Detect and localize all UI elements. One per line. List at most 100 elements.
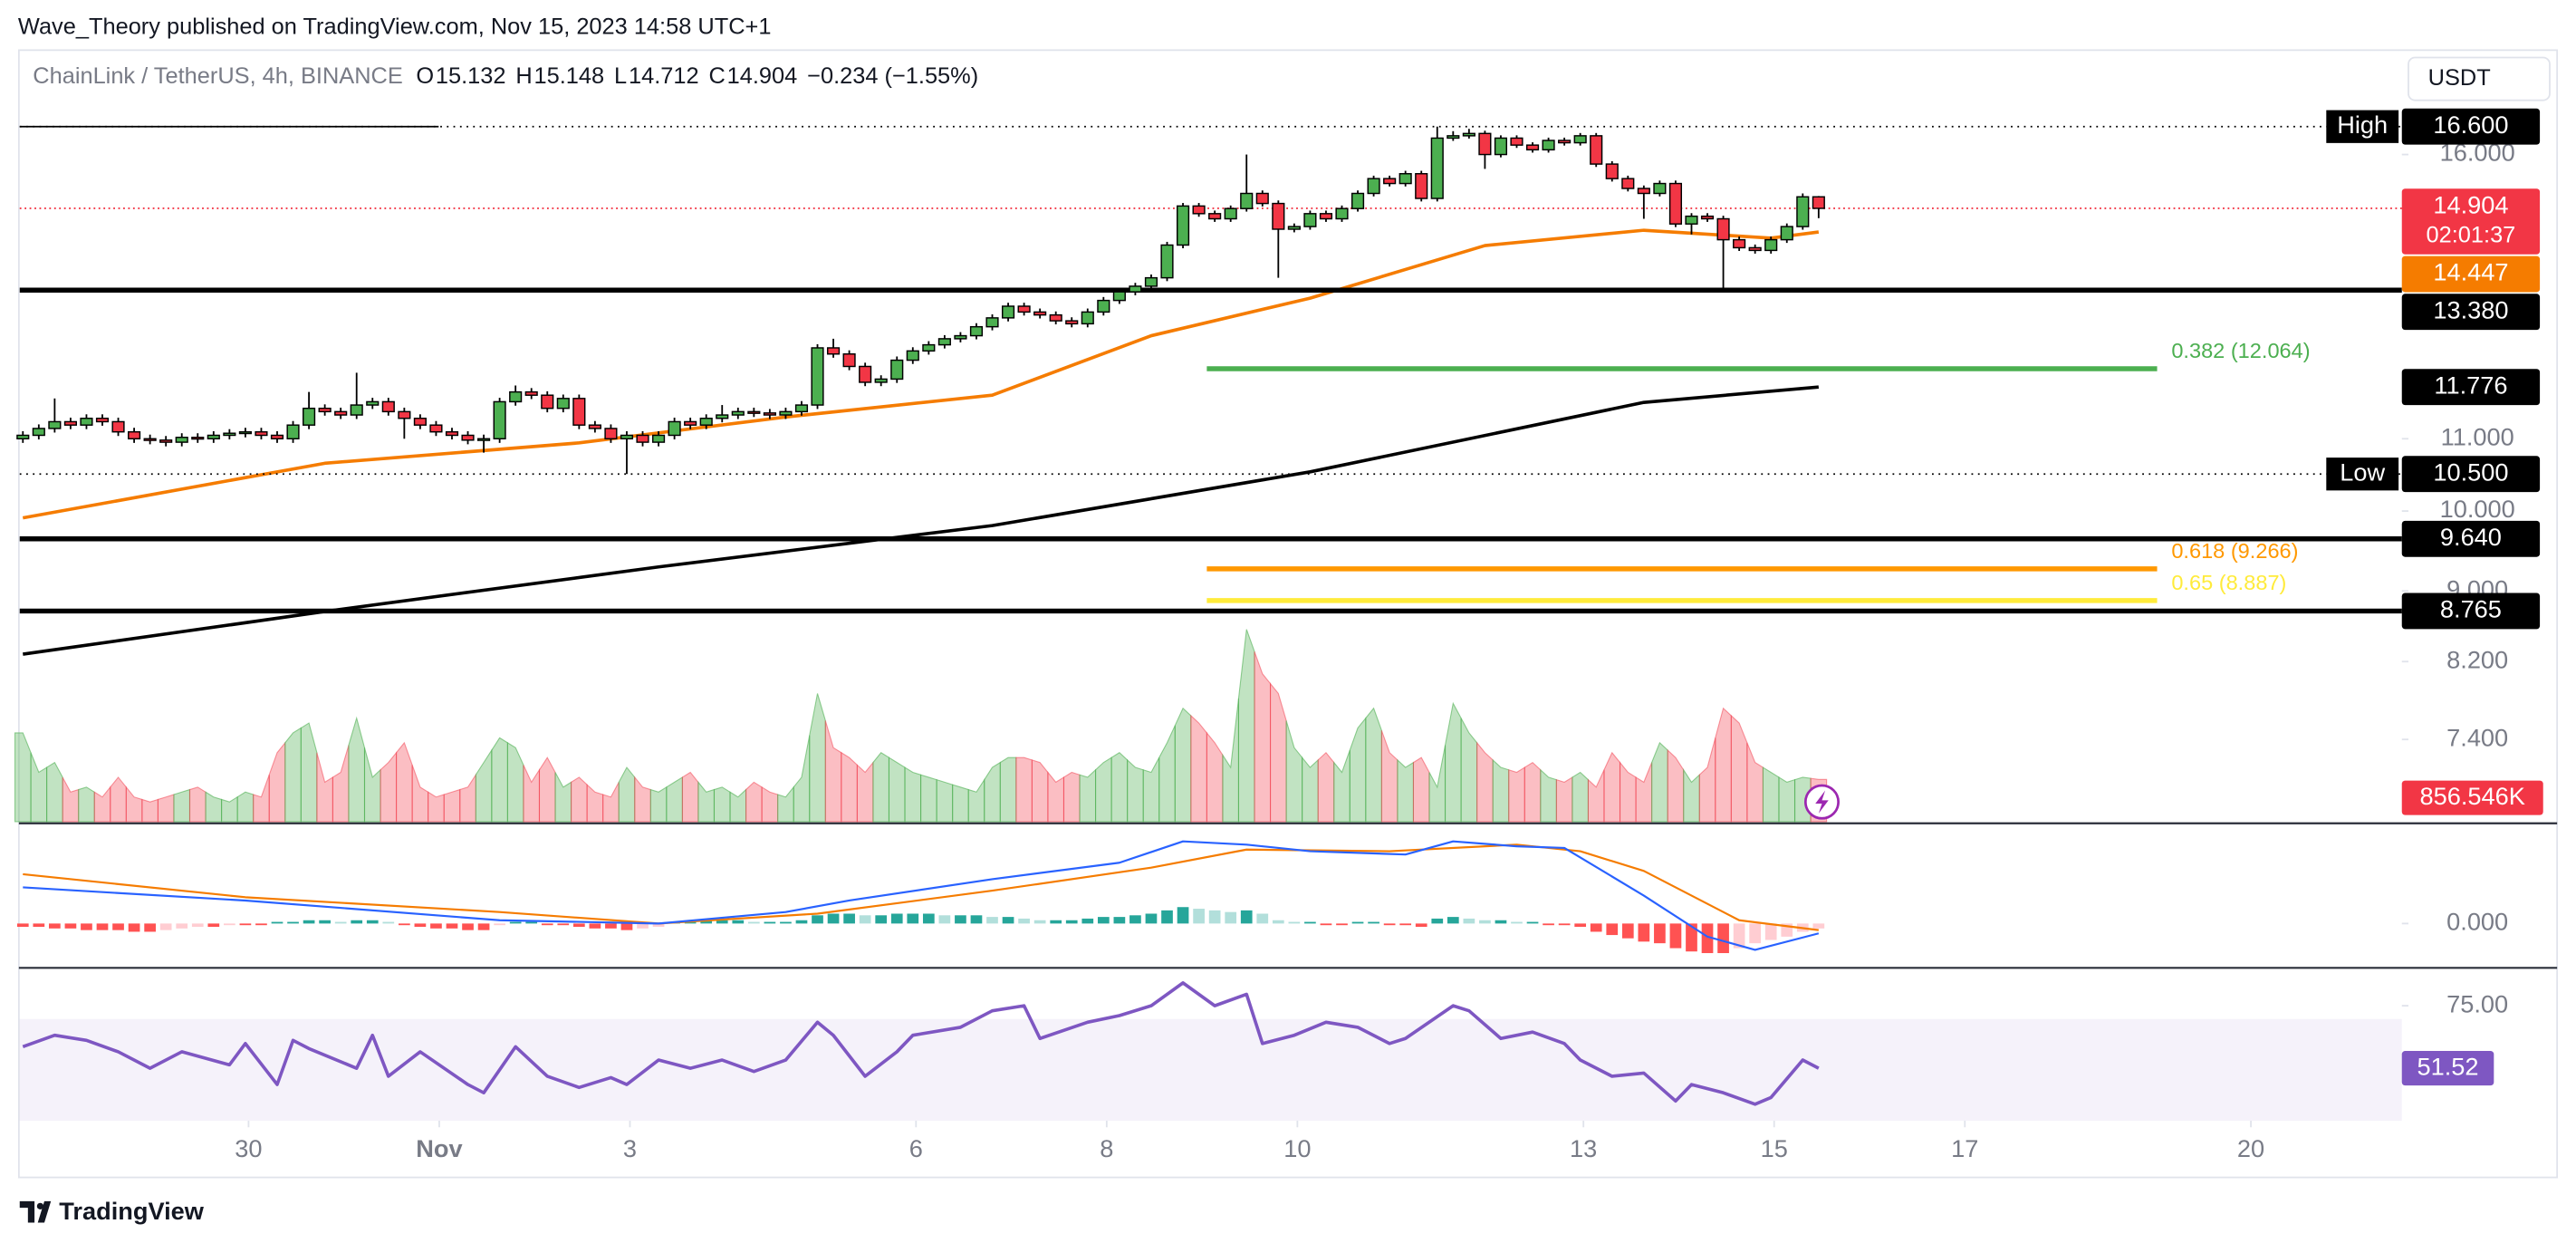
x-tick-label: 20 [2237, 1134, 2264, 1162]
candle-body [175, 437, 188, 443]
macd-histogram [1399, 923, 1412, 926]
candle-body [1272, 202, 1285, 230]
macd-histogram [637, 923, 649, 929]
candle-body [826, 347, 841, 355]
price-tag: 8.765 [2440, 595, 2502, 623]
macd-histogram [382, 921, 395, 924]
candle-body [1447, 135, 1460, 140]
volume-area [491, 737, 508, 823]
rsi-tick-label: 75.00 [2446, 989, 2508, 1017]
candle-body [937, 338, 951, 346]
candle-body [842, 353, 856, 368]
candle-body [1255, 192, 1269, 205]
candle-body [159, 439, 173, 443]
candle-body [255, 430, 268, 437]
macd-histogram [1495, 920, 1507, 924]
macd-histogram [319, 920, 331, 924]
candle-body [1494, 137, 1508, 156]
candle-body [604, 428, 618, 439]
y-tick-label: 7.400 [2446, 723, 2508, 751]
macd-histogram [430, 923, 442, 929]
candle-body [1033, 311, 1047, 316]
price-tag: 10.500 [2433, 458, 2508, 486]
macd-histogram [414, 923, 427, 927]
macd-histogram [1383, 923, 1396, 926]
macd-histogram [81, 923, 92, 930]
macd-histogram [287, 921, 299, 924]
candle-body [636, 434, 649, 443]
price-tag: 14.904 [2433, 190, 2508, 218]
macd-histogram [144, 923, 156, 932]
macd-histogram [1606, 923, 1619, 936]
macd-histogram [176, 923, 188, 929]
candle-body [1160, 244, 1174, 279]
volume-area [1062, 771, 1081, 823]
macd-histogram [1590, 923, 1602, 932]
price-tag: 14.447 [2433, 258, 2508, 286]
macd-line [23, 840, 1820, 951]
candle-body [270, 434, 284, 439]
candle-body [890, 359, 904, 381]
volume-area [1095, 756, 1112, 823]
macd-histogram [716, 920, 728, 924]
volume-area [1110, 752, 1129, 823]
macd-histogram [938, 915, 951, 924]
ohlc-value: 15.148 [534, 63, 605, 89]
x-tick-label: 10 [1283, 1134, 1311, 1162]
candle-body [556, 398, 570, 410]
candle-body [874, 378, 888, 383]
macd-histogram [541, 923, 553, 926]
candle-body [1733, 238, 1746, 249]
candle-body [1383, 178, 1397, 185]
macd-histogram [1447, 917, 1459, 924]
macd-histogram [1479, 920, 1491, 924]
candle-body [1129, 285, 1142, 293]
volume-area [1778, 776, 1796, 823]
macd-histogram [747, 921, 760, 924]
volume-area [1127, 758, 1144, 823]
candle-body [1430, 137, 1444, 199]
candle-body [1605, 163, 1619, 179]
volume-tag-box [2401, 780, 2543, 815]
volume-area [236, 791, 255, 823]
candle-body [811, 347, 824, 406]
macd-histogram [239, 923, 252, 926]
icon [1815, 790, 1829, 814]
macd-histogram [1415, 923, 1427, 927]
candle-body [1367, 178, 1380, 195]
published-line: Wave_Theory published on TradingView.com… [18, 14, 772, 40]
currency[interactable]: USDT [2428, 65, 2491, 91]
ohlc-key: H [515, 63, 532, 89]
x-tick-label: 8 [1100, 1134, 1113, 1162]
macd-histogram [477, 923, 490, 930]
candle-body [731, 410, 745, 416]
y-tick-label: 10.000 [2440, 495, 2515, 523]
level-tag: High [2337, 111, 2388, 139]
macd-histogram [572, 923, 585, 927]
macd-histogram [1368, 921, 1379, 924]
countdown: 02:01:37 [2427, 223, 2516, 248]
macd-histogram [1002, 917, 1014, 924]
macd-histogram [191, 923, 204, 927]
candle-body [1542, 140, 1555, 151]
candle-body [1796, 196, 1810, 227]
macd-histogram [1574, 923, 1587, 927]
macd-histogram [1654, 923, 1666, 944]
macd-histogram [620, 923, 633, 930]
macd-histogram [732, 920, 745, 924]
volume-area [173, 788, 191, 823]
price-tag: 13.380 [2433, 295, 2508, 323]
currency-button[interactable] [2408, 56, 2551, 101]
volume-area [1302, 756, 1319, 823]
candle-body [1065, 320, 1079, 325]
candle-body [366, 400, 380, 406]
price-tag-box [2401, 108, 2541, 145]
volume-area [936, 778, 954, 823]
price-tag-box [2401, 188, 2541, 255]
candle-body [429, 424, 443, 433]
volume-area [1397, 758, 1414, 823]
change: −0.234 (−1.55%) [807, 63, 978, 89]
candle-body [572, 398, 586, 426]
macd-histogram [1431, 918, 1444, 924]
